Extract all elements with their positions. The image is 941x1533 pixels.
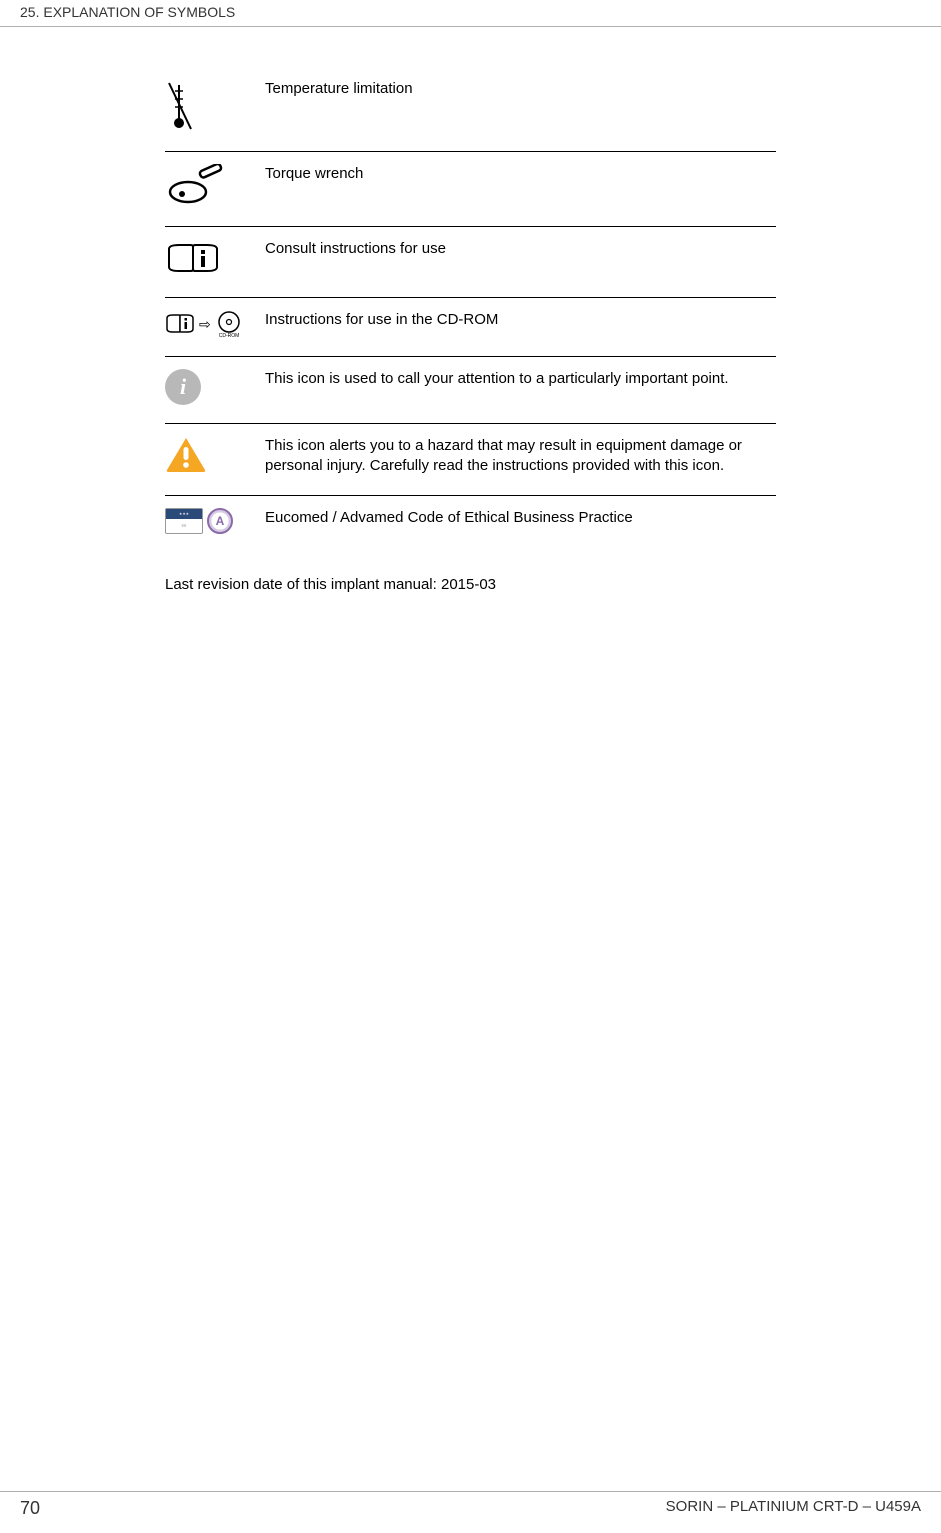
symbol-icon-cell: ⇨ CD-ROM [165, 298, 265, 357]
arrow-icon: ⇨ [199, 316, 211, 333]
symbol-icon-cell: ∗∗∗ ≡≡ A [165, 495, 265, 552]
table-row: Temperature limitation [165, 67, 776, 152]
table-row: i This icon is used to call your attenti… [165, 357, 776, 424]
main-content: Temperature limitation Torque wrench [0, 27, 941, 593]
document-id: SORIN – PLATINIUM CRT-D – U459A [666, 1498, 921, 1519]
torque-wrench-icon [165, 164, 225, 208]
table-row: This icon alerts you to a hazard that ma… [165, 424, 776, 496]
symbol-description: Eucomed / Advamed Code of Ethical Busine… [265, 495, 776, 552]
info-icon: i [165, 369, 201, 405]
table-row: Consult instructions for use [165, 227, 776, 298]
symbol-description: Temperature limitation [265, 67, 776, 152]
section-label: 25. EXPLANATION OF SYMBOLS [20, 4, 235, 20]
page-footer: 70 SORIN – PLATINIUM CRT-D – U459A [0, 1491, 941, 1519]
page-number: 70 [20, 1498, 40, 1519]
symbol-icon-cell [165, 227, 265, 298]
symbols-table: Temperature limitation Torque wrench [165, 67, 776, 552]
svg-text:CD-ROM: CD-ROM [218, 333, 239, 338]
symbol-description: This icon alerts you to a hazard that ma… [265, 424, 776, 496]
symbol-icon-cell [165, 424, 265, 496]
revision-note: Last revision date of this implant manua… [165, 576, 776, 593]
symbol-description: This icon is used to call your attention… [265, 357, 776, 424]
table-row: ⇨ CD-ROM Instructions for use in the CD-… [165, 298, 776, 357]
symbol-description: Torque wrench [265, 152, 776, 227]
symbol-icon-cell [165, 67, 265, 152]
symbol-description: Consult instructions for use [265, 227, 776, 298]
symbol-icon-cell: i [165, 357, 265, 424]
table-row: Torque wrench [165, 152, 776, 227]
temperature-limitation-icon [165, 79, 199, 133]
symbol-icon-cell [165, 152, 265, 227]
table-row: ∗∗∗ ≡≡ A Eucomed / Advamed Code of Ethic… [165, 495, 776, 552]
page-header: 25. EXPLANATION OF SYMBOLS [0, 0, 941, 27]
warning-icon [165, 436, 207, 474]
consult-ifu-icon [165, 239, 221, 279]
symbol-description: Instructions for use in the CD-ROM [265, 298, 776, 357]
eucomed-advamed-icon: ∗∗∗ ≡≡ A [165, 508, 255, 534]
ifu-cdrom-icon: ⇨ CD-ROM [165, 310, 255, 338]
